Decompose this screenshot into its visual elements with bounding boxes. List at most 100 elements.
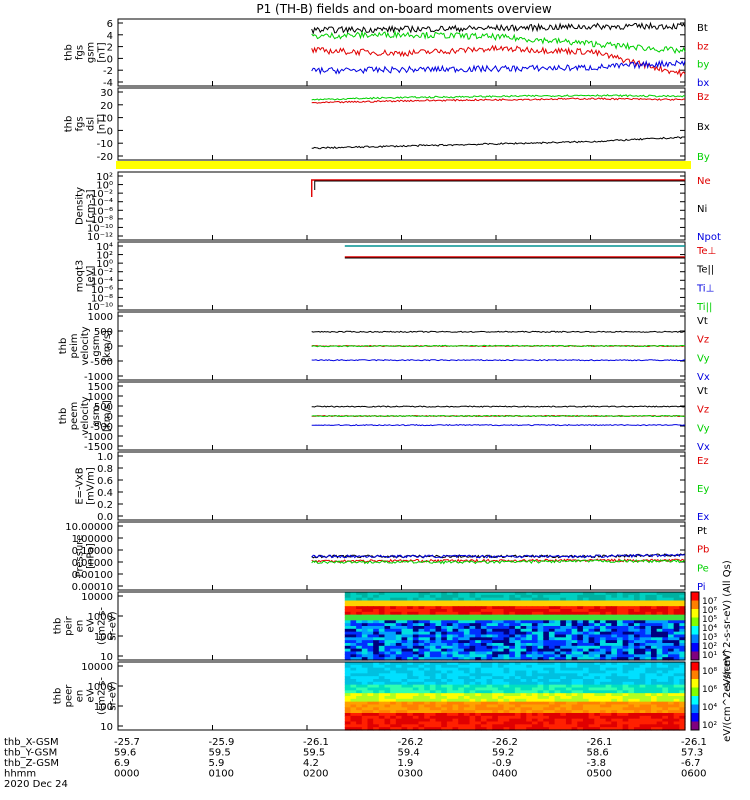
spectrogram-cell: [679, 648, 686, 653]
spectrogram-cell: [645, 690, 652, 694]
spectrogram-cell: [639, 654, 646, 658]
spectrogram-cell: [679, 628, 686, 633]
spectrogram-cell: [605, 637, 612, 641]
spectrogram-cell: [588, 611, 595, 616]
spectrogram-cell: [509, 592, 516, 596]
spectrogram-cell: [656, 684, 663, 689]
spectrogram-cell: [650, 600, 658, 604]
spectrogram-cell: [565, 662, 573, 666]
spectrogram-cell: [458, 606, 465, 610]
spectrogram-cell: [446, 701, 454, 706]
y-tick-label: 10⁰: [96, 259, 113, 270]
spectrogram-cell: [611, 667, 618, 672]
spectrogram-cell: [469, 631, 476, 636]
spectrogram-cell: [531, 727, 539, 731]
spectrogram-cell: [531, 603, 539, 607]
spectrogram-cell: [475, 679, 482, 683]
spectrogram-cell: [492, 698, 499, 703]
spectrogram-cell: [582, 693, 590, 697]
spectrogram-cell: [469, 645, 476, 650]
spectrogram-cell: [378, 626, 386, 630]
spectrogram-cell: [650, 687, 658, 691]
spectrogram-cell: [424, 727, 431, 731]
spectrogram-cell: [429, 667, 437, 672]
spectrogram-cell: [463, 597, 471, 602]
spectrogram-cell: [475, 676, 482, 680]
spectrogram-cell: [418, 648, 425, 653]
spectrogram-cell: [645, 727, 652, 731]
spectrogram-cell: [401, 634, 408, 638]
spectrogram-cell: [633, 637, 641, 641]
spectrogram-cell: [424, 713, 431, 717]
spectrogram-cell: [367, 718, 374, 723]
spectrogram-cell: [543, 614, 550, 619]
spectrogram-cell: [656, 701, 663, 706]
spectrogram-cell: [645, 628, 652, 633]
spectrogram-cell: [531, 698, 539, 703]
bottom-row-label: hhmm: [4, 769, 36, 780]
spectrogram-cell: [622, 667, 629, 672]
spectrogram-cell: [520, 696, 527, 700]
spectrogram-cell: [492, 648, 499, 653]
spectrogram-cell: [628, 617, 635, 621]
y-tick-label: 20: [100, 101, 113, 112]
spectrogram-cell: [650, 648, 658, 653]
spectrogram-cell: [503, 645, 510, 650]
spectrogram-cell: [503, 592, 510, 596]
spectrogram-cell: [639, 603, 646, 607]
spectrogram-cell: [509, 643, 516, 647]
spectrogram-cell: [537, 724, 544, 728]
spectrogram-cell: [407, 696, 414, 700]
spectrogram-cell: [679, 724, 686, 728]
spectrogram-cell: [577, 594, 584, 599]
spectrogram-cell: [582, 724, 590, 728]
spectrogram-cell: [492, 640, 499, 644]
spectrogram-cell: [531, 597, 539, 602]
spectrogram-cell: [622, 603, 629, 607]
spectrogram-cell: [395, 600, 403, 604]
spectrogram-cell: [384, 687, 391, 691]
spectrogram-cell: [616, 631, 624, 636]
y-axis-label-line: sr-eV): [108, 681, 119, 710]
spectrogram-cell: [605, 617, 612, 621]
spectrogram-cell: [588, 606, 595, 610]
spectrogram-cell: [548, 696, 556, 700]
spectrogram-cell: [548, 628, 556, 633]
spectrogram-cell: [650, 664, 658, 669]
spectrogram-cell: [594, 715, 601, 720]
spectrogram-cell: [463, 651, 471, 655]
spectrogram-cell: [571, 657, 578, 661]
spectrogram-cell: [616, 727, 624, 731]
spectrogram-cell: [361, 670, 369, 674]
spectrogram-cell: [656, 611, 663, 616]
spectrogram-cell: [384, 718, 391, 723]
spectrogram-cell: [412, 704, 420, 708]
spectrogram-cell: [395, 693, 403, 697]
spectrogram-cell: [582, 676, 590, 680]
spectrogram-cell: [441, 662, 448, 666]
y-axis-label-line: [mV/m]: [86, 467, 97, 505]
spectrogram-cell: [639, 707, 646, 711]
spectrogram-cell: [429, 710, 437, 714]
spectrogram-cell: [514, 609, 522, 613]
spectrogram-cell: [509, 617, 516, 621]
spectrogram-cell: [622, 727, 629, 731]
spectrogram-cell: [344, 718, 352, 723]
spectrogram-cell: [650, 724, 658, 728]
spectrogram-cell: [435, 617, 442, 621]
spectrogram-cell: [497, 662, 505, 666]
spectrogram-cell: [537, 687, 544, 691]
spectrogram-cell: [611, 679, 618, 683]
spectrogram-cell: [390, 704, 397, 708]
spectrogram-cell: [492, 597, 499, 602]
spectrogram-cell: [554, 594, 561, 599]
spectrogram-cell: [361, 693, 369, 697]
spectrogram-cell: [373, 696, 380, 700]
y-tick-label: 10⁻²: [91, 189, 113, 200]
spectrogram-cell: [577, 707, 584, 711]
spectrogram-cell: [350, 690, 357, 694]
spectrogram-cell: [441, 657, 448, 661]
spectrogram-cell: [390, 718, 397, 723]
spectrogram-cell: [667, 645, 675, 650]
spectrogram-cell: [401, 637, 408, 641]
